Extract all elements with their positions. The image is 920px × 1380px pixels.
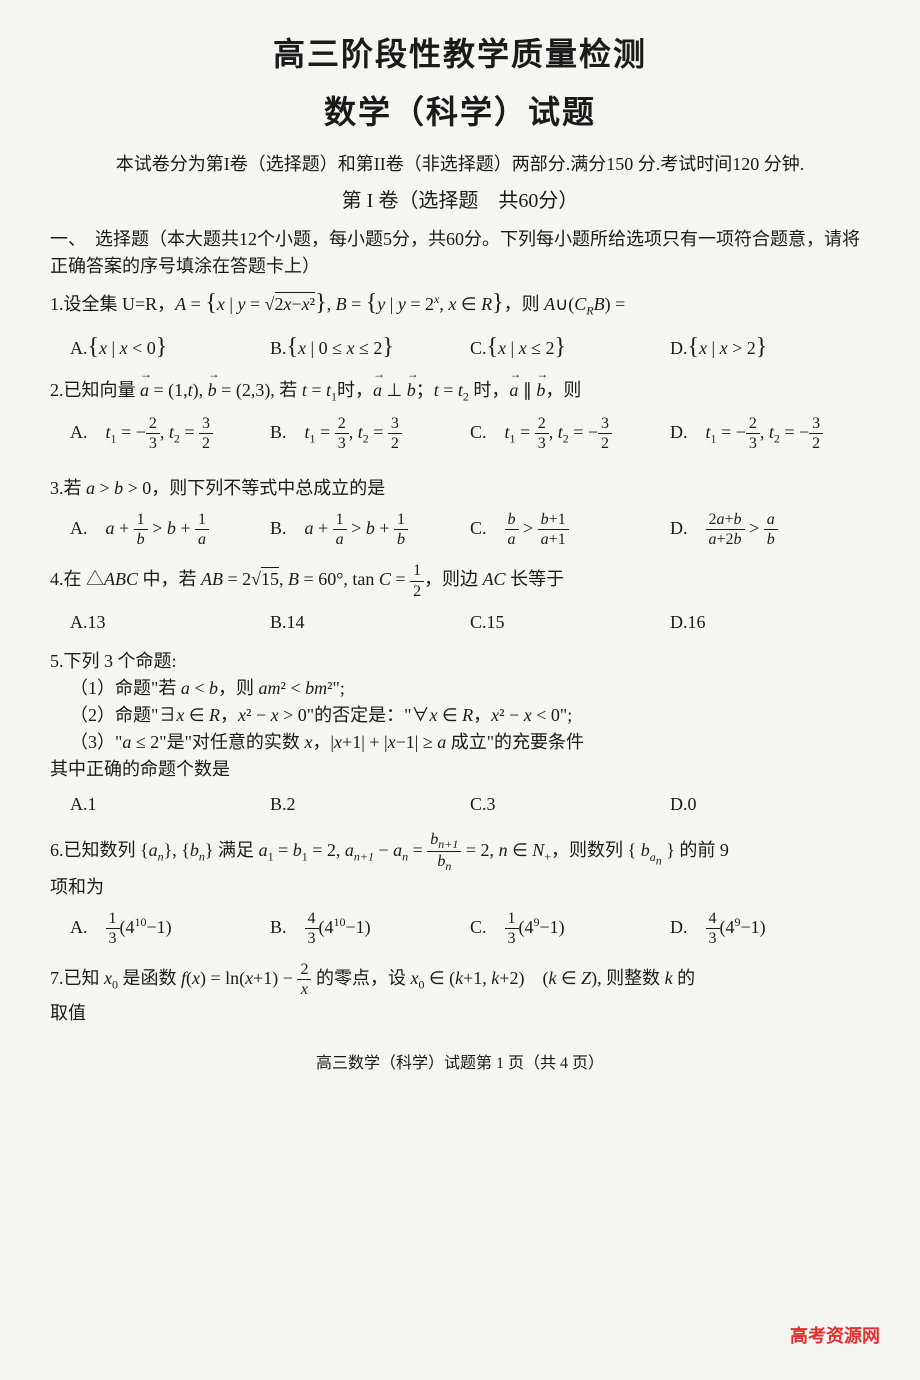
- q3-opt-d: D. 2a+ba+2b > ab: [670, 510, 870, 549]
- q4-opt-d: D.16: [670, 609, 870, 636]
- q1-opt-d: D.x | x > 2: [670, 329, 870, 365]
- q3-text: 3.若 a > b > 0，则下列不等式中总成立的是: [50, 478, 385, 498]
- q5-opt-c: C.3: [470, 791, 670, 818]
- q4-opt-c: C.15: [470, 609, 670, 636]
- q7-suffix: 取值: [50, 1000, 870, 1027]
- q1-opt-c: C.x | x ≤ 2: [470, 329, 670, 365]
- question-3: 3.若 a > b > 0，则下列不等式中总成立的是 A. a + 1b > b…: [50, 475, 870, 549]
- q5-p2: （2）命题"∃x ∈ R，x² − x > 0"的否定是："∀x ∈ R，x² …: [70, 702, 870, 729]
- q1-opt-b: B.x | 0 ≤ x ≤ 2: [270, 329, 470, 365]
- q6-opt-c: C. 13(49−1): [470, 909, 670, 948]
- watermark: 高考资源网: [790, 1323, 880, 1350]
- question-4: 4.在 △ABC 中，若 AB = 215, B = 60°, tan C = …: [50, 561, 870, 635]
- q6-opt-a: A. 13(410−1): [70, 909, 270, 948]
- question-2: 2.已知向量 a = (1,t), b = (2,3), 若 t = t1时，a…: [50, 377, 870, 463]
- q5-opt-b: B.2: [270, 791, 470, 818]
- question-6: 6.已知数列 {an}, {bn} 满足 a1 = b1 = 2, an+1 −…: [50, 830, 870, 949]
- q5-p1: （1）命题"若 a < b，则 am² < bm²";: [70, 675, 870, 702]
- q4-text: 4.在 △ABC 中，若 AB = 215, B = 60°, tan C = …: [50, 569, 564, 589]
- q5-p3: （3）"a ≤ 2"是"对任意的实数 x，|x+1| + |x−1| ≥ a 成…: [70, 729, 870, 756]
- q7-text: 7.已知 x0 是函数 f(x) = ln(x+1) − 2x 的零点，设 x0…: [50, 968, 695, 988]
- question-1: 1.设全集 U=R，A = x | y = 2x−x², B = y | y =…: [50, 285, 870, 365]
- q2-opt-b: B. t1 = 23, t2 = 32: [270, 414, 470, 453]
- question-5: 5.下列 3 个命题: （1）命题"若 a < b，则 am² < bm²"; …: [50, 648, 870, 818]
- q3-opt-b: B. a + 1a > b + 1b: [270, 510, 470, 549]
- q1-text: 1.设全集 U=R，A = x | y = 2x−x², B = y | y =…: [50, 294, 625, 314]
- q6-text: 6.已知数列 {an}, {bn} 满足 a1 = b1 = 2, an+1 −…: [50, 840, 729, 860]
- q1-opt-a: A.x | x < 0: [70, 329, 270, 365]
- section-header: 第 I 卷（选择题 共60分）: [50, 186, 870, 216]
- q6-opt-d: D. 43(49−1): [670, 909, 870, 948]
- q6-opt-b: B. 43(410−1): [270, 909, 470, 948]
- q6-suffix: 项和为: [50, 874, 870, 901]
- question-intro: 一、 选择题（本大题共12个小题，每小题5分，共60分。下列每小题所给选项只有一…: [50, 226, 870, 280]
- q3-opt-c: C. ba > b+1a+1: [470, 510, 670, 549]
- q4-opt-a: A.13: [70, 609, 270, 636]
- exam-title: 高三阶段性教学质量检测: [50, 30, 870, 78]
- q2-opt-c: C. t1 = 23, t2 = −32: [470, 414, 670, 453]
- q2-text: 2.已知向量 a = (1,t), b = (2,3), 若 t = t1时，a…: [50, 380, 581, 400]
- q3-opt-a: A. a + 1b > b + 1a: [70, 510, 270, 549]
- q5-opt-a: A.1: [70, 791, 270, 818]
- exam-instructions: 本试卷分为第I卷（选择题）和第II卷（非选择题）两部分.满分150 分.考试时间…: [50, 151, 870, 178]
- q2-opt-d: D. t1 = −23, t2 = −32: [670, 414, 870, 453]
- exam-subtitle: 数学（科学）试题: [50, 88, 870, 136]
- q5-ask: 其中正确的命题个数是: [50, 756, 870, 783]
- q4-opt-b: B.14: [270, 609, 470, 636]
- q5-opt-d: D.0: [670, 791, 870, 818]
- q2-opt-a: A. t1 = −23, t2 = 32: [70, 414, 270, 453]
- page-footer: 高三数学（科学）试题第 1 页（共 4 页）: [50, 1052, 870, 1076]
- q5-intro: 5.下列 3 个命题:: [50, 648, 870, 675]
- question-7: 7.已知 x0 是函数 f(x) = ln(x+1) − 2x 的零点，设 x0…: [50, 960, 870, 1026]
